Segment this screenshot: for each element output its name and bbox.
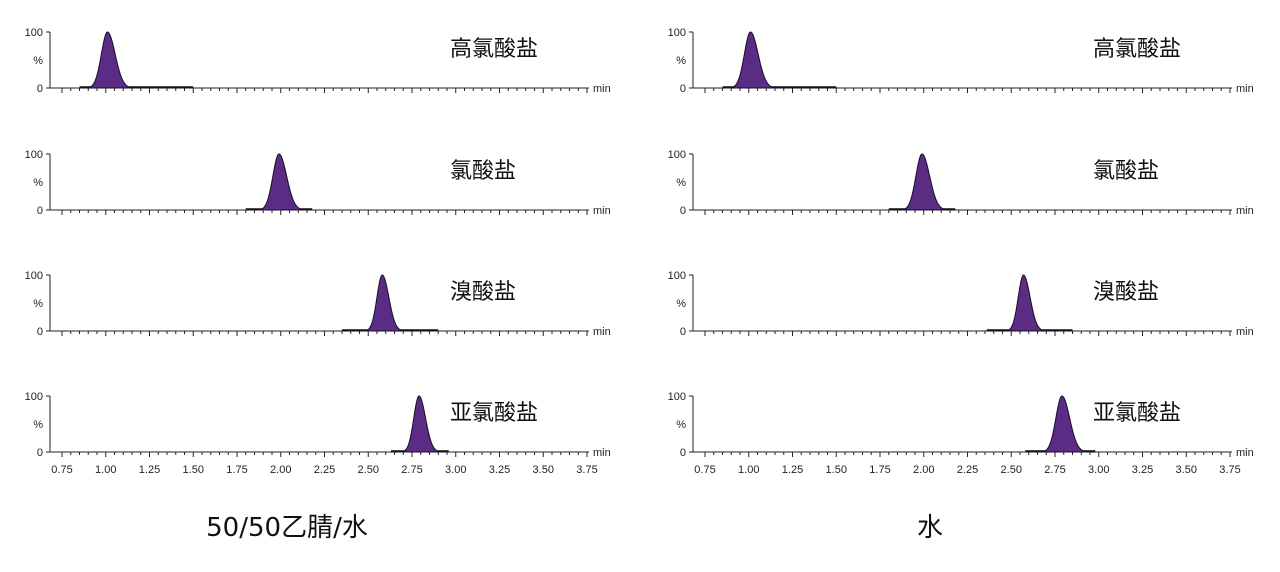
x-unit-label: min — [593, 205, 611, 217]
y-tick-label: 0 — [37, 447, 43, 459]
y-tick-label: 0 — [37, 205, 43, 217]
compound-label: 高氯酸盐 — [450, 37, 538, 62]
peak-area — [79, 31, 194, 89]
trace-3: 100% 0 min 溴酸盐 — [668, 270, 1254, 338]
trace-4: 100% 0 min 亚氯酸盐 — [668, 391, 1254, 459]
x-tick-label: 0.75 — [51, 464, 72, 476]
compound-label: 氯酸盐 — [1093, 159, 1159, 184]
y-tick-label: 0 — [680, 83, 686, 95]
peak-area — [986, 274, 1073, 332]
x-tick-label: 2.00 — [913, 464, 934, 476]
y-tick-label: 100 — [25, 149, 43, 161]
peak-area — [722, 31, 837, 89]
y-tick-label: 100 — [668, 270, 686, 282]
panel-caption: 50/50乙腈/水 — [206, 513, 368, 543]
peak-area — [888, 153, 956, 211]
x-tick-label: 3.50 — [1176, 464, 1197, 476]
chromatogram-panel-1: 100% 0 min 高氯酸盐 100% 0 min 氯酸盐 100% 0 min 溴酸盐 100% 0 m… — [25, 27, 611, 543]
x-tick-label: 1.25 — [782, 464, 803, 476]
panel-caption: 水 — [917, 513, 943, 543]
x-unit-label: min — [1236, 205, 1254, 217]
x-unit-label: min — [1236, 83, 1254, 95]
compound-label: 亚氯酸盐 — [1093, 401, 1181, 426]
compound-label: 氯酸盐 — [450, 159, 516, 184]
x-tick-label: 1.25 — [139, 464, 160, 476]
y-tick-label: % — [676, 298, 686, 310]
trace-4: 100% 0 min 亚氯酸盐 — [25, 391, 611, 459]
y-tick-label: 100 — [25, 391, 43, 403]
y-tick-label: % — [33, 177, 43, 189]
y-tick-label: % — [33, 419, 43, 431]
x-tick-label: 2.00 — [270, 464, 291, 476]
y-tick-label: 0 — [680, 326, 686, 338]
y-tick-label: 100 — [668, 27, 686, 39]
y-tick-label: 0 — [680, 447, 686, 459]
y-tick-label: 100 — [668, 149, 686, 161]
x-tick-label: 2.25 — [314, 464, 335, 476]
compound-label: 溴酸盐 — [1093, 280, 1159, 305]
compound-label: 亚氯酸盐 — [450, 401, 538, 426]
x-tick-label: 1.00 — [738, 464, 759, 476]
x-tick-label: 0.75 — [694, 464, 715, 476]
peak-area — [342, 274, 439, 332]
x-unit-label: min — [1236, 326, 1254, 338]
y-tick-label: 0 — [37, 326, 43, 338]
compound-label: 溴酸盐 — [450, 280, 516, 305]
x-unit-label: min — [593, 83, 611, 95]
x-unit-label: min — [1236, 447, 1254, 459]
chromatogram-panel-2: 100% 0 min 高氯酸盐 100% 0 min 氯酸盐 100% 0 min 溴酸盐 100% 0 m… — [668, 27, 1254, 543]
y-tick-label: % — [676, 55, 686, 67]
x-tick-label: 2.75 — [1044, 464, 1065, 476]
x-tick-label: 3.75 — [1219, 464, 1240, 476]
peak-area — [245, 153, 313, 211]
x-tick-label: 3.75 — [576, 464, 597, 476]
y-tick-label: % — [676, 177, 686, 189]
y-tick-label: % — [33, 298, 43, 310]
trace-2: 100% 0 min 氯酸盐 — [668, 149, 1254, 217]
y-tick-label: % — [33, 55, 43, 67]
trace-1: 100% 0 min 高氯酸盐 — [25, 27, 611, 95]
x-tick-label: 3.00 — [445, 464, 466, 476]
peak-area — [391, 395, 449, 453]
y-tick-label: 0 — [680, 205, 686, 217]
x-tick-label: 1.50 — [183, 464, 204, 476]
y-tick-label: 100 — [25, 27, 43, 39]
x-tick-label: 1.75 — [869, 464, 890, 476]
y-tick-label: 0 — [37, 83, 43, 95]
x-tick-label: 1.75 — [226, 464, 247, 476]
x-tick-label: 2.25 — [957, 464, 978, 476]
x-tick-label: 2.75 — [401, 464, 422, 476]
x-unit-label: min — [593, 326, 611, 338]
x-tick-label: 3.25 — [1132, 464, 1153, 476]
trace-3: 100% 0 min 溴酸盐 — [25, 270, 611, 338]
x-tick-label: 3.25 — [489, 464, 510, 476]
x-tick-label: 3.50 — [533, 464, 554, 476]
y-tick-label: 100 — [668, 391, 686, 403]
trace-2: 100% 0 min 氯酸盐 — [25, 149, 611, 217]
x-tick-label: 2.50 — [358, 464, 379, 476]
x-unit-label: min — [593, 447, 611, 459]
y-tick-label: % — [676, 419, 686, 431]
x-tick-label: 3.00 — [1088, 464, 1109, 476]
x-tick-label: 2.50 — [1001, 464, 1022, 476]
compound-label: 高氯酸盐 — [1093, 37, 1181, 62]
peak-area — [1025, 395, 1096, 453]
x-tick-label: 1.50 — [826, 464, 847, 476]
y-tick-label: 100 — [25, 270, 43, 282]
trace-1: 100% 0 min 高氯酸盐 — [668, 27, 1254, 95]
x-tick-label: 1.00 — [95, 464, 116, 476]
